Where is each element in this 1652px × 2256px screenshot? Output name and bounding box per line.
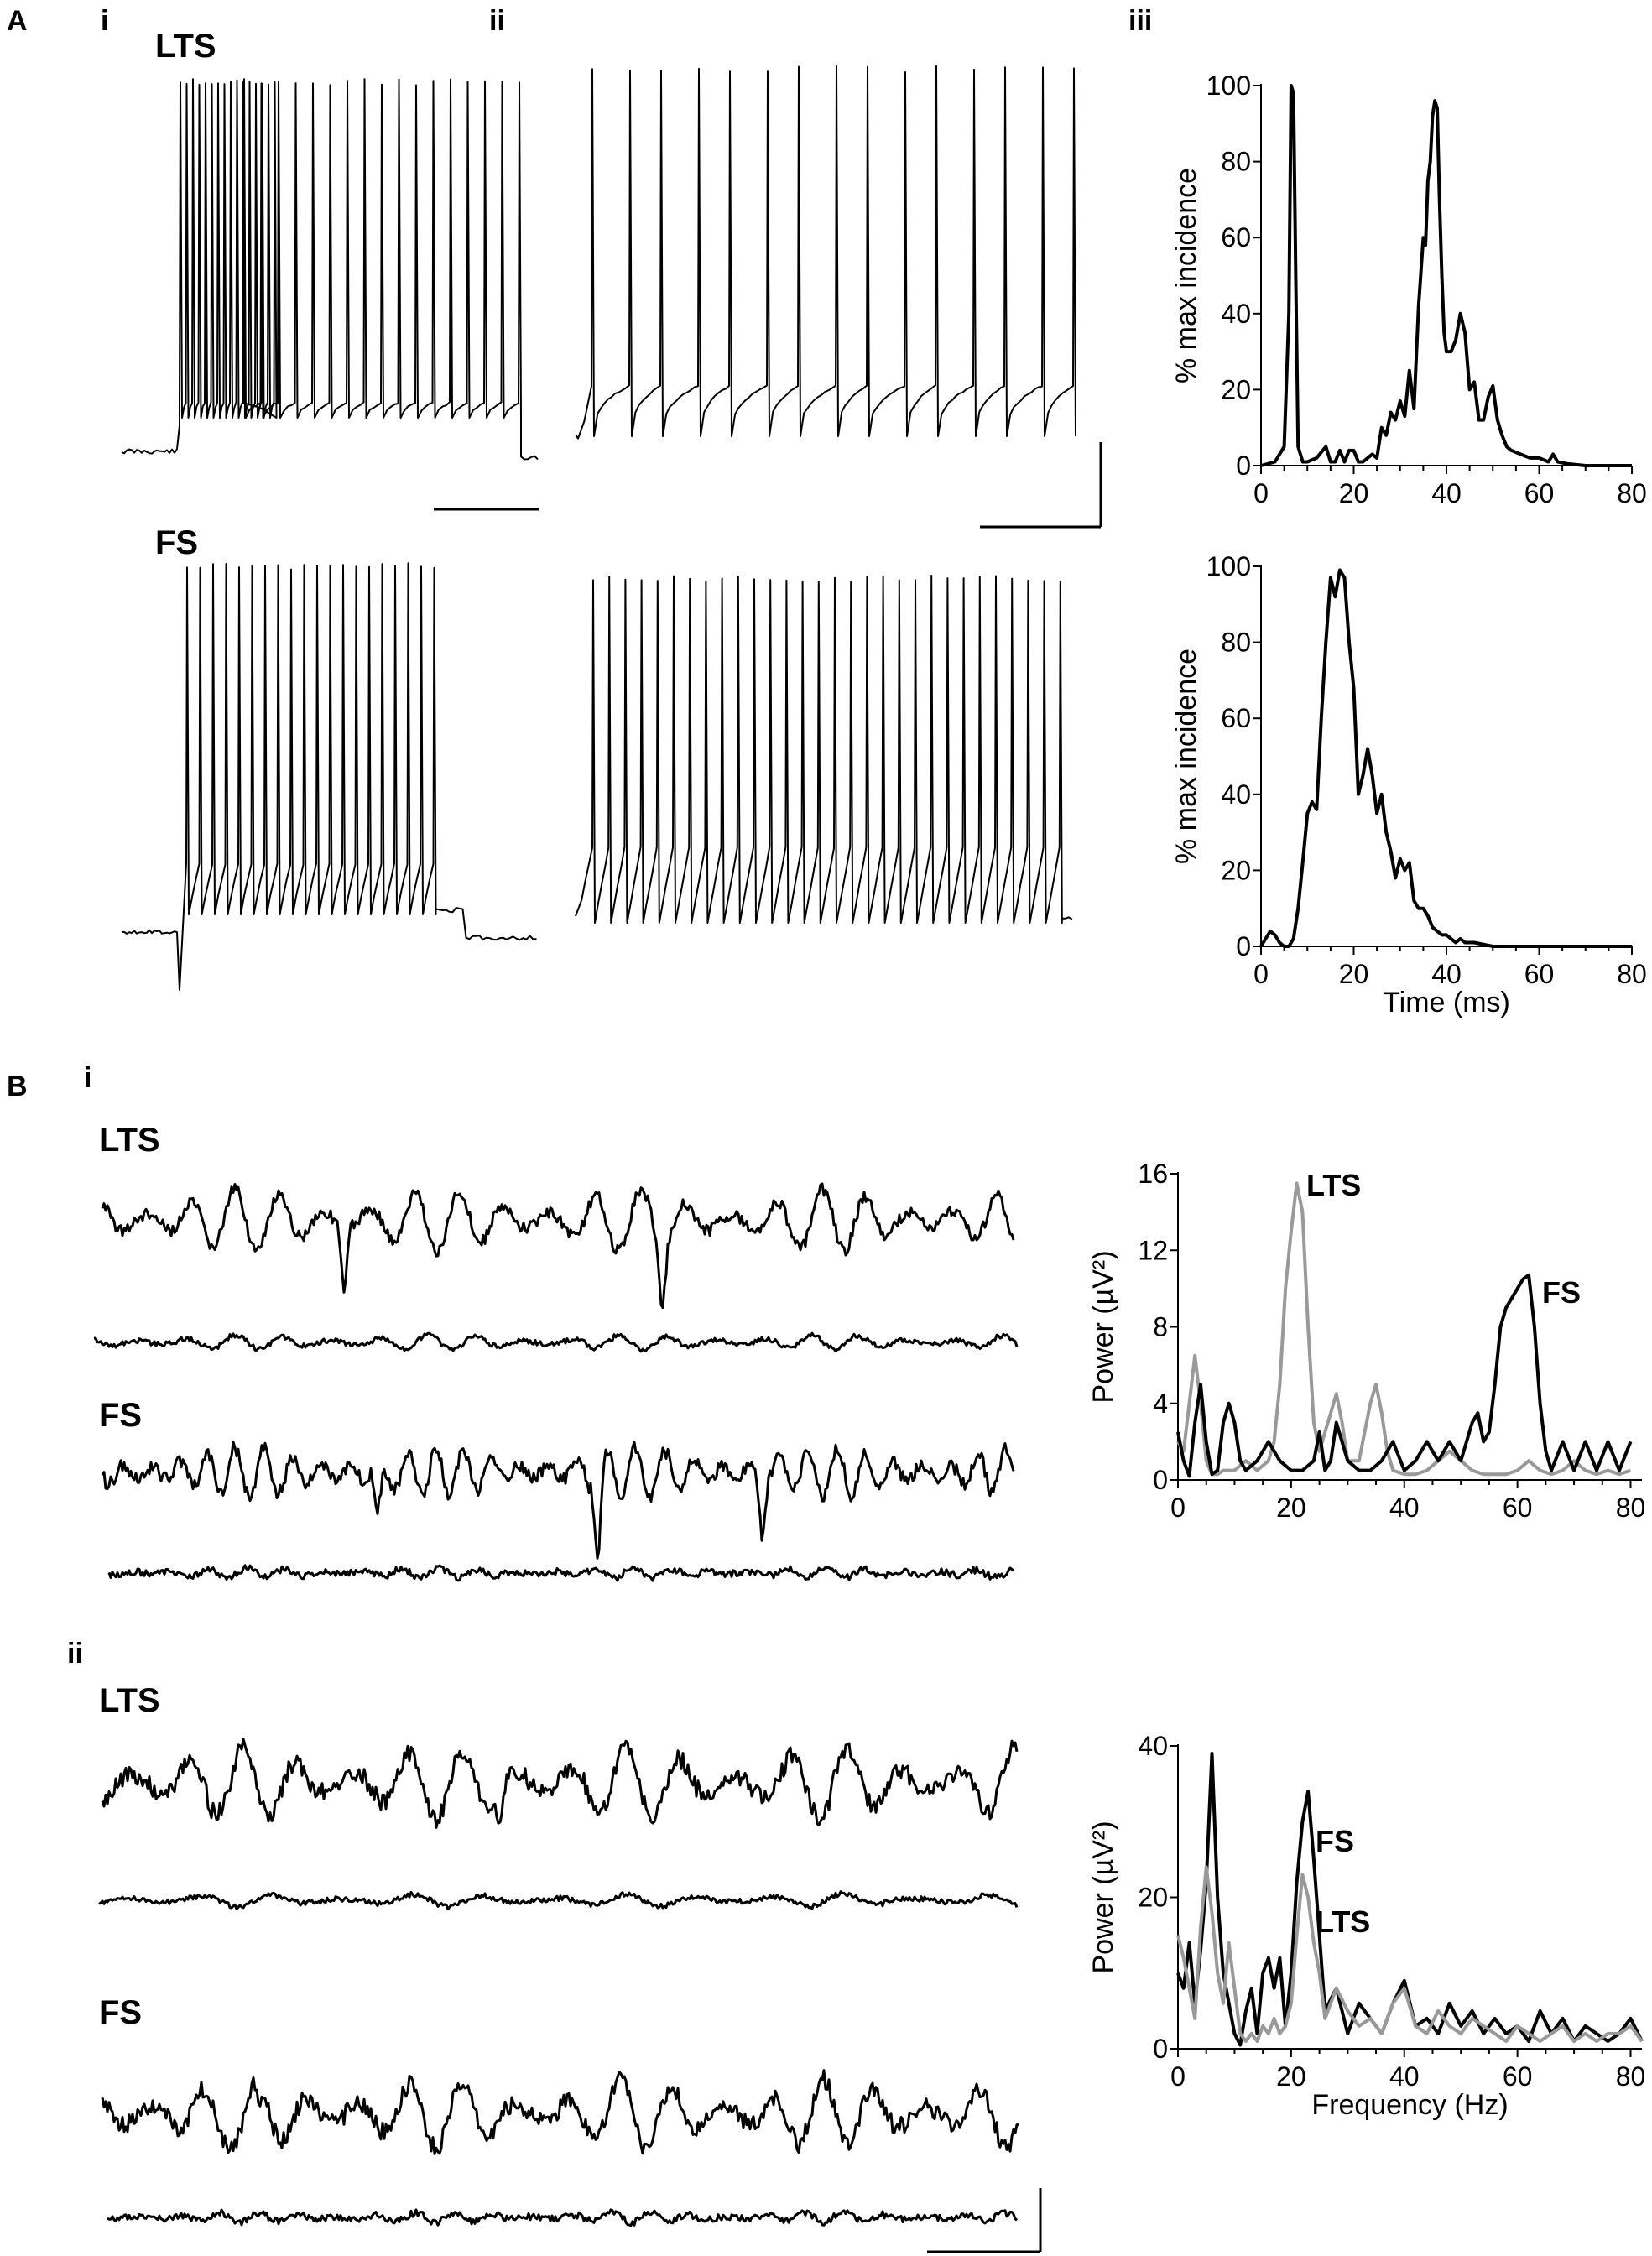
- y-tick-label: 0: [1236, 451, 1251, 481]
- y-tick-label: 100: [1206, 70, 1251, 101]
- sub-label-b-ii: ii: [67, 1638, 83, 1670]
- series-line-fs: [1176, 1273, 1633, 1478]
- trace-b-ii-fs: [101, 2069, 1019, 2155]
- x-axis-label: Time (ms): [1383, 987, 1510, 1019]
- series-label-lts: LTS: [1316, 1904, 1370, 1939]
- trace-b-i-fs: [101, 1441, 1015, 1560]
- scale-bars: [434, 442, 1102, 2253]
- x-tick-label: 40: [1389, 2061, 1420, 2092]
- label-bi-lts: LTS: [99, 1122, 160, 1159]
- x-tick-label: 80: [1617, 959, 1647, 989]
- y-tick-label: 60: [1221, 703, 1251, 733]
- y-tick-label: 20: [1221, 855, 1251, 885]
- trace-b-ii-fs-field: [107, 2208, 1019, 2227]
- y-tick-label: 40: [1138, 1731, 1168, 1761]
- chart-a_iii_fs: 0 20 40 60 80 100 0 20 40 60 80 % max incidence Time…: [1170, 551, 1647, 1019]
- y-axis-label: % max incidence: [1170, 649, 1202, 864]
- y-tick-label: 40: [1221, 299, 1251, 329]
- x-axis-label: Frequency (Hz): [1311, 2089, 1508, 2121]
- panel-label-a: A: [7, 5, 28, 37]
- x-tick-label: 60: [1503, 2061, 1533, 2092]
- y-axis-label: % max incidence: [1170, 168, 1202, 383]
- sub-label-b-i: i: [84, 1062, 91, 1094]
- trace-a-i-fs: [121, 562, 537, 991]
- y-tick-label: 16: [1138, 1159, 1168, 1189]
- x-tick-label: 0: [1170, 2061, 1186, 2092]
- x-tick-label: 20: [1339, 959, 1369, 989]
- y-tick-label: 0: [1153, 1465, 1168, 1495]
- trace-b-i-fs-field: [107, 1564, 1015, 1582]
- trace-b-i-lts-field: [93, 1331, 1019, 1353]
- x-tick-label: 0: [1253, 959, 1269, 989]
- x-tick-label: 60: [1524, 959, 1555, 989]
- x-tick-label: 60: [1503, 1493, 1533, 1523]
- series-label-lts: LTS: [1306, 1168, 1361, 1202]
- x-tick-label: 20: [1339, 478, 1369, 508]
- chart-b_i: 0 4 8 12 16 0 20 40 60 80 Power (µV²) LTS FS: [1087, 1159, 1645, 1523]
- x-tick-label: 60: [1524, 478, 1555, 508]
- y-tick-label: 80: [1221, 147, 1251, 177]
- y-tick-label: 100: [1206, 551, 1251, 581]
- voltage-traces: [93, 65, 1076, 2227]
- label-bi-fs: FS: [99, 1397, 142, 1434]
- y-tick-label: 12: [1138, 1235, 1168, 1265]
- y-tick-label: 0: [1153, 2034, 1168, 2064]
- sub-label-a-ii: ii: [489, 5, 505, 37]
- x-tick-label: 80: [1616, 2061, 1646, 2092]
- x-tick-label: 80: [1616, 1493, 1646, 1523]
- x-tick-label: 80: [1617, 478, 1647, 508]
- chart-a_iii_lts: 0 20 40 60 80 100 0 20 40 60 80 % max incidence: [1170, 70, 1647, 508]
- x-tick-label: 40: [1389, 1493, 1420, 1523]
- y-tick-label: 8: [1153, 1312, 1168, 1342]
- series-line-0: [1259, 568, 1632, 948]
- sub-label-a-i: i: [101, 5, 108, 37]
- series-label-fs: FS: [1542, 1275, 1581, 1310]
- panel-label-b: B: [7, 1071, 28, 1102]
- y-tick-label: 60: [1221, 222, 1251, 253]
- trace-b-ii-lts: [101, 1738, 1019, 1829]
- series-line-0: [1260, 84, 1632, 467]
- trace-a-ii-fs: [575, 575, 1073, 924]
- series-line-lts: [1176, 1865, 1644, 2043]
- label-bii-lts: LTS: [99, 1682, 160, 1719]
- x-tick-label: 40: [1431, 959, 1462, 989]
- label-a-lts: LTS: [155, 28, 216, 65]
- x-tick-label: 20: [1276, 1493, 1306, 1523]
- y-tick-label: 4: [1153, 1389, 1168, 1419]
- chart-b_ii: 0 20 40 0 20 40 60 80 Power (µV²) Frequency (Hz) F…: [1087, 1731, 1645, 2121]
- x-tick-label: 40: [1431, 478, 1462, 508]
- x-tick-label: 0: [1170, 1493, 1186, 1523]
- y-tick-label: 20: [1138, 1883, 1168, 1913]
- y-tick-label: 40: [1221, 779, 1251, 810]
- trace-b-i-lts: [101, 1182, 1015, 1310]
- label-bii-fs: FS: [99, 1994, 142, 2031]
- x-tick-label: 20: [1276, 2061, 1306, 2092]
- y-tick-label: 80: [1221, 628, 1251, 658]
- sub-label-a-iii: iii: [1128, 5, 1152, 37]
- y-axis-label: Power (µV²): [1087, 1821, 1119, 1973]
- trace-b-ii-lts-field: [98, 1890, 1019, 1911]
- trace-a-i-lts: [121, 78, 539, 461]
- y-tick-label: 20: [1221, 374, 1251, 404]
- series-line-lts: [1176, 1181, 1632, 1477]
- series-label-fs: FS: [1316, 1824, 1354, 1858]
- x-tick-label: 0: [1253, 478, 1269, 508]
- y-axis-label: Power (µV²): [1087, 1250, 1119, 1403]
- trace-a-ii-lts: [575, 65, 1076, 440]
- y-tick-label: 0: [1236, 931, 1251, 961]
- label-a-fs: FS: [155, 524, 198, 561]
